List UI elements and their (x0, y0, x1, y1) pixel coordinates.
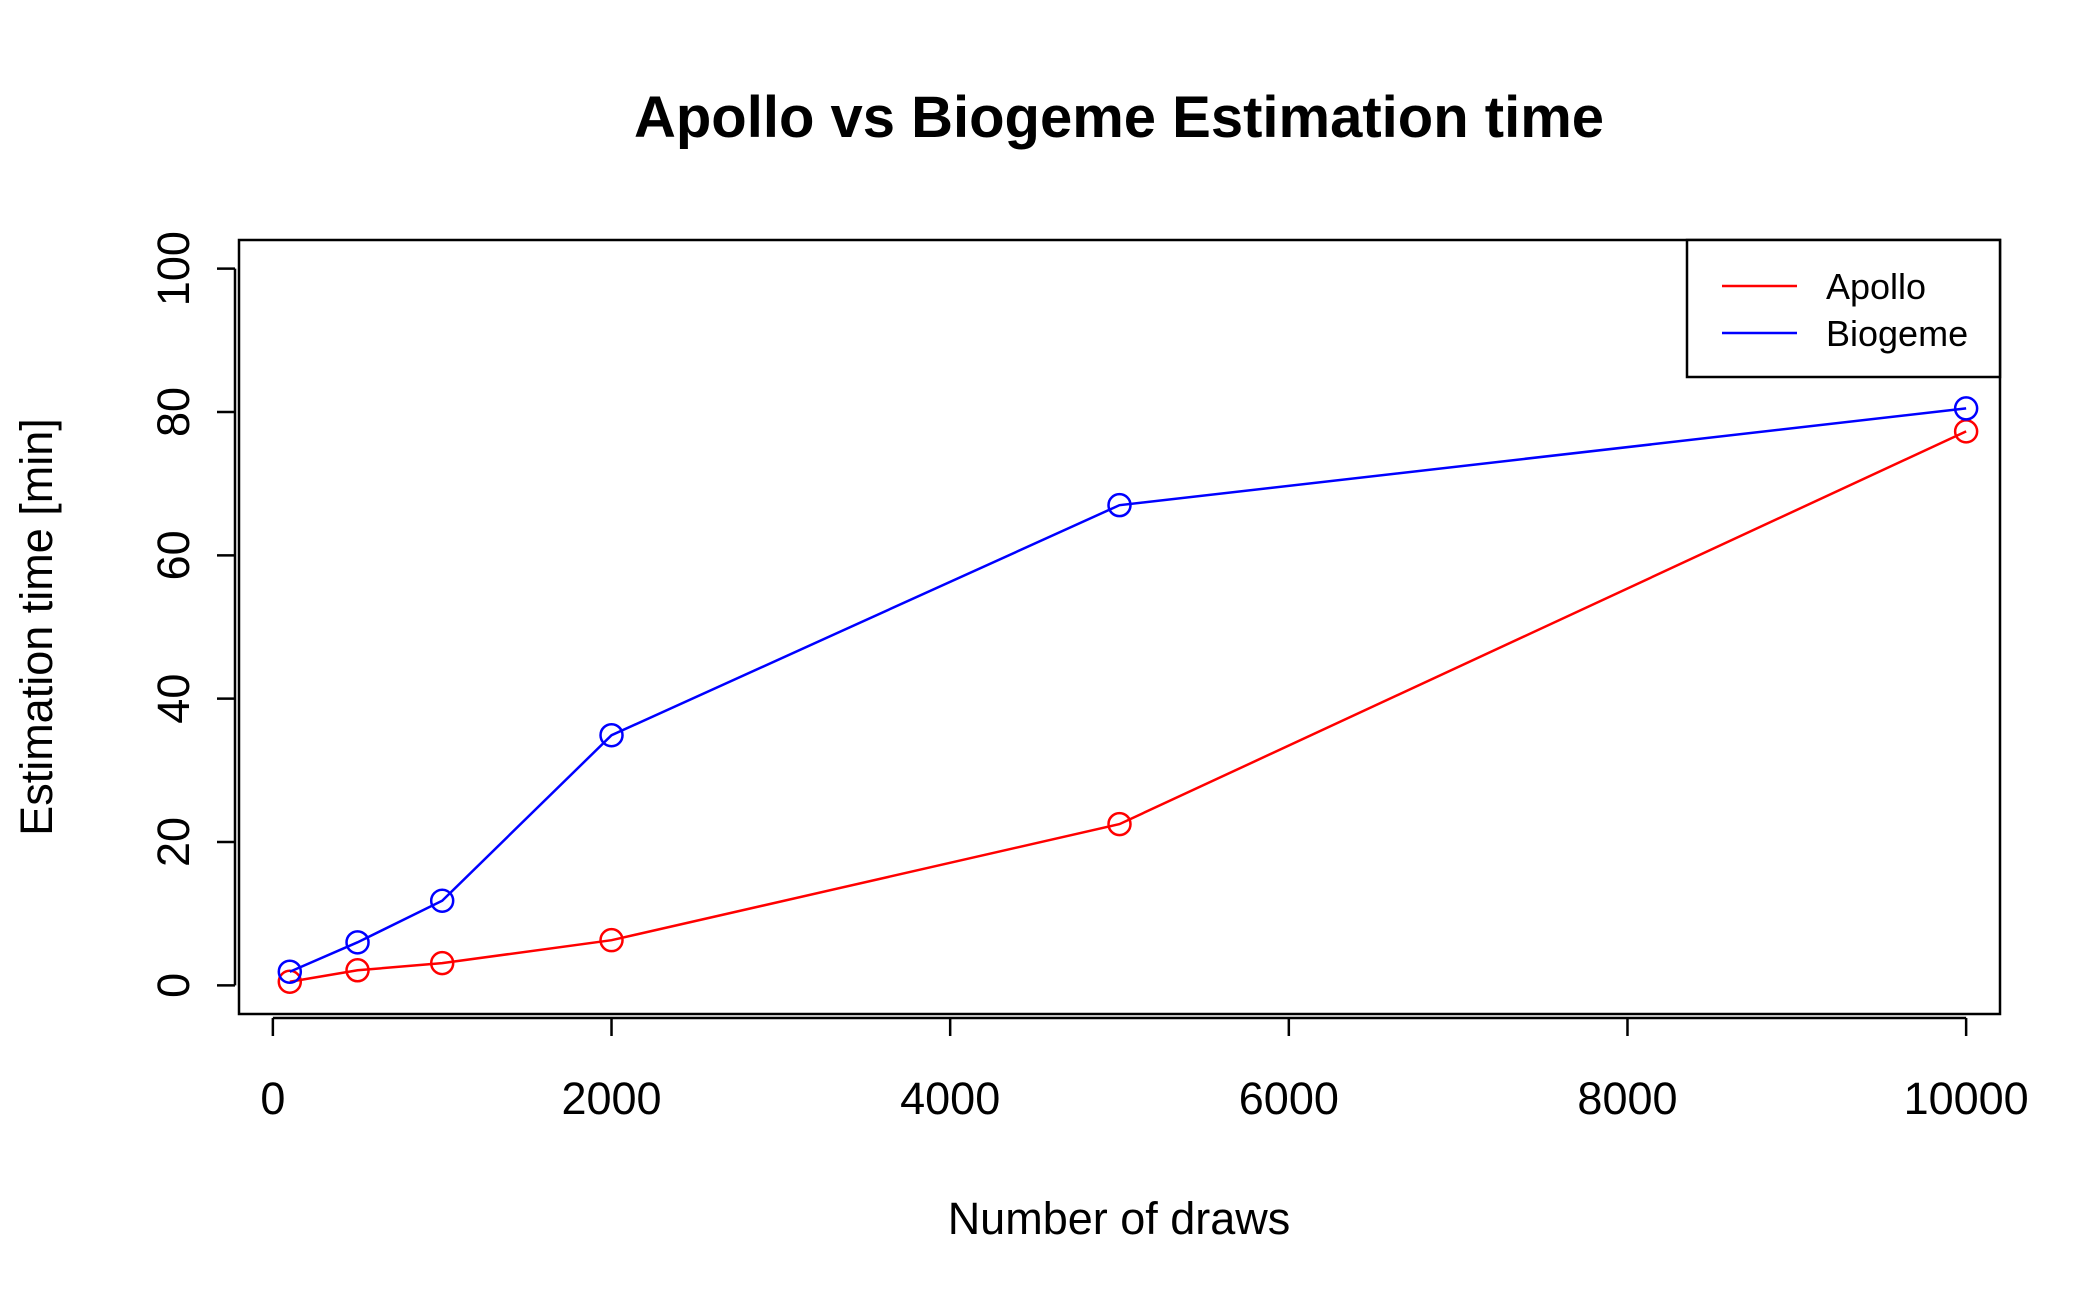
data-point-biogeme (429, 888, 455, 914)
series-apollo (277, 419, 1979, 994)
y-axis: 0 20 40 60 80 100 (148, 231, 237, 998)
legend-box (1685, 238, 2002, 379)
plot-frame (237, 238, 2002, 1016)
y-tick-label: 0 (148, 973, 199, 998)
data-point-biogeme (599, 722, 624, 748)
x-tick-label: 10000 (1904, 1073, 2029, 1124)
data-point-biogeme (1107, 492, 1132, 518)
data-point-apollo (429, 950, 455, 976)
legend-label: Apollo (1826, 266, 1926, 307)
data-point-apollo (599, 927, 624, 953)
y-tick-label: 100 (148, 231, 199, 306)
data-point-apollo (345, 958, 370, 983)
x-tick-label: 0 (260, 1073, 285, 1124)
legend-label: Biogeme (1826, 313, 1968, 354)
y-tick-label: 40 (148, 674, 199, 724)
x-tick-label: 8000 (1577, 1073, 1677, 1124)
data-point-biogeme (277, 959, 303, 984)
x-tick-label: 4000 (900, 1073, 1000, 1124)
y-tick-label: 80 (148, 387, 199, 437)
x-tick-label: 6000 (1239, 1073, 1339, 1124)
y-tick-label: 60 (148, 530, 199, 580)
y-tick-label: 20 (148, 817, 199, 867)
x-axis-label: Number of draws (948, 1193, 1291, 1244)
x-axis: 0 2000 4000 6000 8000 10000 (260, 1016, 2029, 1124)
chart-title: Apollo vs Biogeme Estimation time (634, 85, 1604, 150)
data-point-biogeme (345, 930, 370, 955)
data-point-apollo (1107, 811, 1132, 837)
x-tick-label: 2000 (561, 1073, 661, 1124)
data-point-biogeme (1953, 396, 1979, 421)
series-biogeme (277, 396, 1979, 984)
series-layer (277, 396, 1979, 994)
series-line-biogeme (289, 407, 1967, 973)
y-axis-label: Estimation time [min] (11, 418, 62, 836)
legend: Apollo Biogeme (1685, 238, 2002, 379)
